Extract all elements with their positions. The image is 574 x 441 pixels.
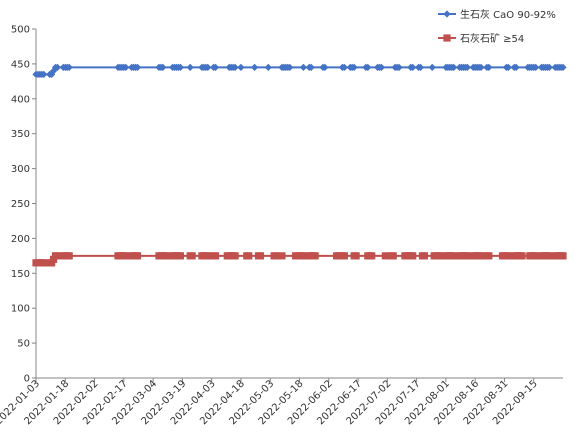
data-point xyxy=(211,63,220,71)
legend-item-1: 石灰石矿 ≥54 xyxy=(438,32,524,45)
legend-label: 生石灰 CaO 90-92% xyxy=(460,8,556,21)
data-point xyxy=(377,63,386,71)
data-point xyxy=(559,252,567,260)
data-point xyxy=(211,252,220,260)
y-tick-label: 0 xyxy=(24,374,30,385)
data-point xyxy=(163,252,171,260)
data-point xyxy=(532,252,540,260)
data-point xyxy=(368,252,376,260)
y-tick-label: 450 xyxy=(11,59,30,70)
data-point xyxy=(251,63,259,71)
data-point xyxy=(204,63,212,71)
data-point xyxy=(463,63,471,71)
y-tick-label: 300 xyxy=(11,164,30,175)
y-tick-label: 150 xyxy=(11,269,30,280)
data-point xyxy=(450,252,458,260)
y-tick-label: 50 xyxy=(17,339,30,350)
data-point xyxy=(559,63,567,71)
y-tick-label: 350 xyxy=(11,129,30,140)
series-line xyxy=(36,66,563,76)
y-tick-label: 400 xyxy=(11,94,30,105)
series-0 xyxy=(32,63,567,78)
data-point xyxy=(65,63,73,71)
data-point xyxy=(364,63,372,71)
data-point xyxy=(485,63,493,71)
data-point xyxy=(40,70,48,78)
data-point xyxy=(231,252,239,260)
data-point xyxy=(416,63,425,71)
data-point xyxy=(477,252,485,260)
y-tick-label: 100 xyxy=(11,304,30,315)
y-tick-label: 200 xyxy=(11,234,30,245)
data-point xyxy=(321,63,329,71)
data-point xyxy=(409,63,417,71)
data-point xyxy=(188,252,196,260)
data-point xyxy=(264,63,272,71)
data-point xyxy=(272,252,280,260)
series-1 xyxy=(32,252,567,267)
data-point xyxy=(133,63,142,71)
data-point xyxy=(307,63,315,71)
data-point xyxy=(286,63,294,71)
data-point xyxy=(436,252,444,260)
data-point xyxy=(278,252,286,260)
data-point xyxy=(409,252,417,260)
data-point xyxy=(340,63,348,71)
data-point xyxy=(477,63,485,71)
data-point xyxy=(532,63,540,71)
y-tick-label: 250 xyxy=(11,199,30,210)
data-point xyxy=(245,252,253,260)
data-point xyxy=(159,63,167,71)
data-point xyxy=(350,63,358,71)
data-point xyxy=(186,63,194,71)
data-point xyxy=(237,63,245,71)
data-point xyxy=(395,63,403,71)
data-point xyxy=(389,252,397,260)
data-point xyxy=(204,252,212,260)
data-point xyxy=(545,63,553,71)
data-point xyxy=(176,63,185,71)
legend-swatch-marker xyxy=(443,34,451,42)
data-point xyxy=(485,252,493,260)
data-point xyxy=(504,63,512,71)
series-layer xyxy=(32,63,567,267)
data-point xyxy=(40,259,48,267)
data-point xyxy=(381,252,389,260)
data-point xyxy=(65,252,73,260)
data-point xyxy=(352,252,360,260)
legend-swatch-marker xyxy=(443,10,451,18)
data-point xyxy=(512,63,520,71)
y-tick-label: 500 xyxy=(11,25,30,36)
data-point xyxy=(463,252,471,260)
data-point xyxy=(299,63,308,71)
data-point xyxy=(53,63,62,71)
data-point xyxy=(122,63,130,71)
data-point xyxy=(133,252,142,260)
legend: 生石灰 CaO 90-92% 石灰石矿 ≥54 xyxy=(438,8,556,45)
axes-layer: 0501001502002503003504004505002022-01-03… xyxy=(0,25,563,427)
data-point xyxy=(176,252,185,260)
data-point xyxy=(231,63,239,71)
data-point xyxy=(311,252,319,260)
data-point xyxy=(518,252,526,260)
data-point xyxy=(504,252,512,260)
data-point xyxy=(450,63,458,71)
legend-item-0: 生石灰 CaO 90-92% xyxy=(438,8,556,21)
data-point xyxy=(420,252,429,260)
data-point xyxy=(545,252,553,260)
data-point xyxy=(299,252,308,260)
data-point xyxy=(53,252,62,260)
data-point xyxy=(340,252,348,260)
data-point xyxy=(256,252,265,260)
legend-label: 石灰石矿 ≥54 xyxy=(460,32,524,45)
data-point xyxy=(122,252,130,260)
data-point xyxy=(428,63,436,71)
